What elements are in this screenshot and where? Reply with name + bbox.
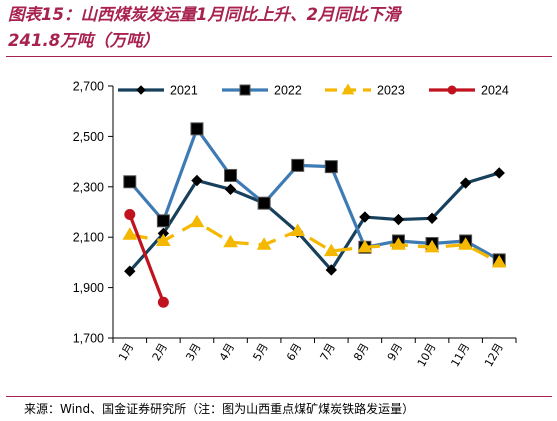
x-tick-label: 2月 [150, 341, 170, 363]
legend-label: 2023 [377, 84, 405, 98]
data-point-marker [239, 84, 251, 96]
x-tick-label: 4月 [217, 341, 237, 363]
x-tick-label: 10月 [415, 341, 439, 369]
legend-label: 2021 [170, 84, 198, 98]
series-2022 [123, 122, 506, 267]
y-tick-label: 1,700 [73, 332, 104, 346]
series-2024 [124, 209, 169, 308]
title-line-2: 241.8万吨（万吨） [8, 31, 160, 50]
data-point-marker [256, 237, 272, 250]
data-point-marker [224, 183, 237, 196]
data-point-marker [224, 168, 238, 182]
footer-divider [6, 396, 552, 397]
data-point-marker [357, 239, 373, 253]
x-tick-label: 1月 [116, 341, 136, 363]
y-tick-label: 1,900 [73, 281, 104, 295]
y-tick-label: 2,700 [73, 80, 104, 94]
y-axis: 1,700 1,900 2,100 2,300 2,500 2,700 [73, 80, 114, 346]
x-tick-label: 9月 [385, 341, 405, 363]
y-tick-label: 2,500 [73, 130, 104, 144]
data-point-marker [124, 209, 136, 221]
data-point-marker [290, 223, 306, 236]
y-tick-label: 2,100 [73, 231, 104, 245]
x-axis: 1月 2月 3月 4月 5月 6月 7月 8月 9月 10月 11月 12月 [112, 337, 517, 369]
data-point-marker [124, 265, 136, 277]
series-2021 [124, 167, 505, 277]
data-point-marker [189, 214, 205, 228]
title-divider [6, 56, 552, 57]
data-point-marker [190, 122, 204, 136]
y-tick-label: 2,300 [73, 180, 104, 194]
x-tick-label: 8月 [351, 341, 371, 363]
data-point-marker [391, 237, 406, 250]
data-point-marker [459, 177, 472, 189]
x-tick-label: 3月 [183, 341, 203, 363]
legend-label: 2022 [274, 84, 302, 98]
x-tick-label: 5月 [250, 341, 270, 363]
legend-label: 2024 [481, 84, 509, 98]
series-layer [122, 122, 507, 308]
title-line-1: 图表15：山西煤炭发运量1月同比上升、2月同比下滑 [8, 5, 401, 24]
series-line [128, 213, 165, 303]
data-point-marker [157, 296, 169, 308]
data-point-marker [458, 237, 473, 250]
data-point-marker [493, 167, 505, 179]
data-point-marker [426, 212, 438, 225]
data-point-marker [392, 213, 405, 226]
data-point-marker [136, 85, 146, 95]
source-note: 来源：Wind、国金证券研究所（注：图为山西重点煤矿煤炭铁路发运量） [24, 402, 415, 416]
data-point-marker [324, 160, 338, 174]
data-point-marker [257, 196, 271, 210]
x-tick-label: 11月 [448, 341, 472, 369]
data-point-marker [447, 85, 457, 95]
legend: 2021 2022 2023 2024 [118, 84, 509, 98]
data-point-marker [191, 174, 203, 187]
x-tick-label: 12月 [482, 341, 506, 369]
data-point-marker [223, 234, 238, 248]
data-point-marker [291, 158, 305, 172]
data-point-marker [341, 83, 355, 95]
data-point-marker [491, 254, 507, 268]
x-tick-label: 7月 [318, 341, 338, 363]
data-point-marker [156, 233, 171, 247]
data-point-marker [424, 239, 440, 253]
data-point-marker [156, 214, 170, 228]
data-point-marker [325, 264, 337, 276]
series-line [128, 171, 500, 273]
data-point-marker [359, 211, 371, 223]
data-point-marker [122, 227, 138, 240]
chart-title: 图表15：山西煤炭发运量1月同比上升、2月同比下滑 241.8万吨（万吨） [8, 2, 553, 54]
data-point-marker [323, 243, 339, 257]
series-2023 [122, 214, 507, 268]
data-point-marker [123, 175, 137, 189]
x-tick-label: 6月 [284, 341, 304, 363]
